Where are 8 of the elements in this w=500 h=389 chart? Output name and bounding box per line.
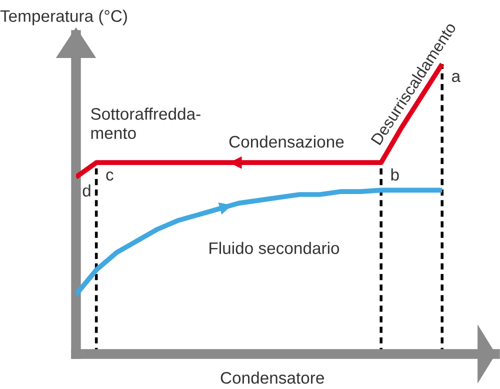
y-axis-title: Temperatura (°C) — [0, 10, 127, 26]
annotation: b — [391, 168, 399, 181]
x-axis-title: Condensatore — [220, 372, 324, 384]
annotation: d — [82, 184, 90, 197]
annotation: c — [106, 172, 114, 181]
annotation: Sottoraffredda- mento — [90, 108, 200, 140]
series-label: Fluido secondario — [210, 242, 340, 254]
annotation: Condensazione — [229, 135, 344, 148]
